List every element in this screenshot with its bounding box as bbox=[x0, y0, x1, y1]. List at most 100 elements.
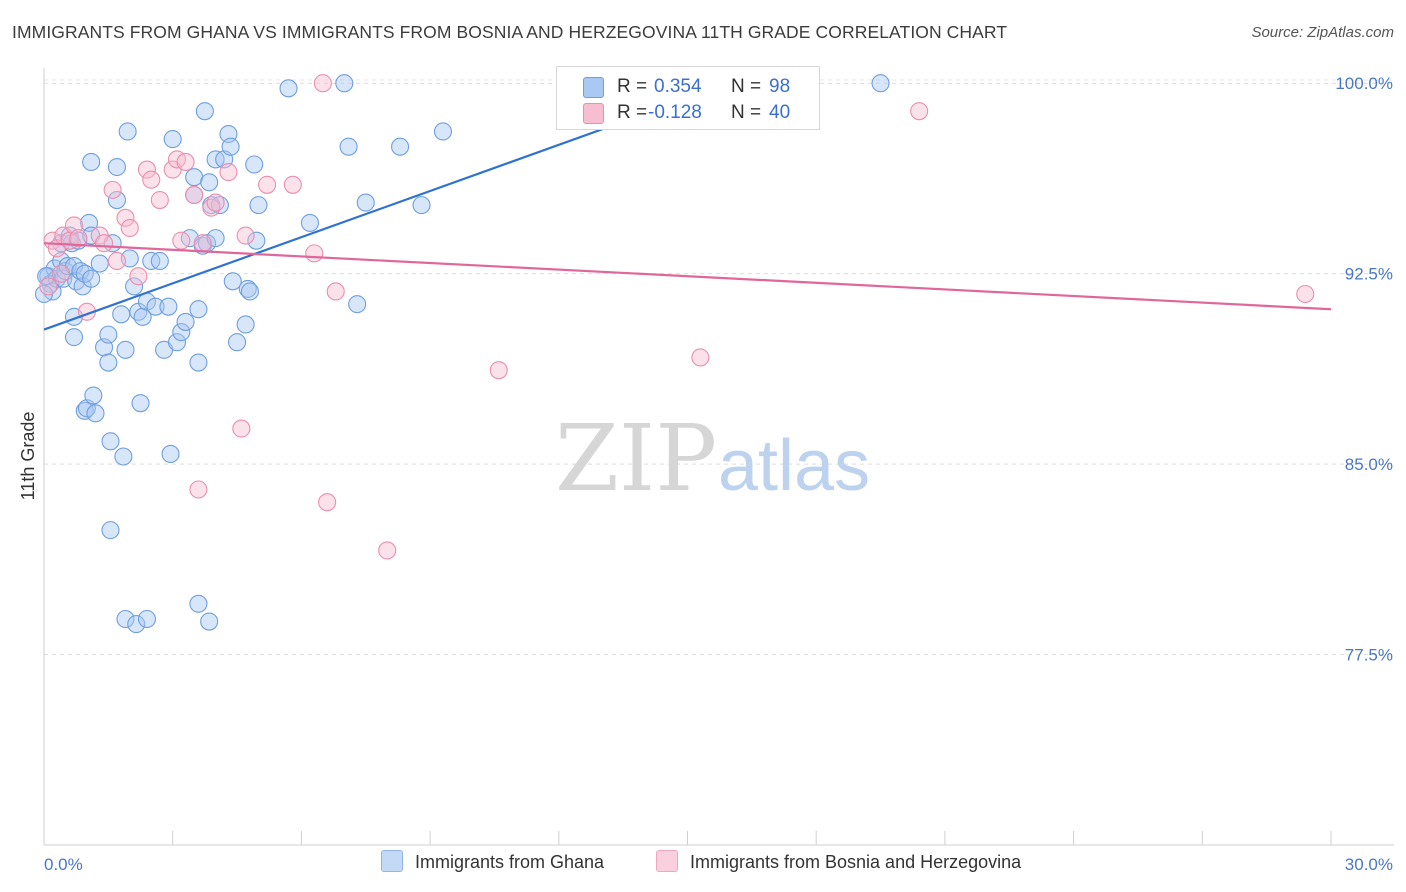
ghana-point bbox=[161, 444, 180, 464]
ghana-point bbox=[101, 432, 120, 451]
bosnia-point bbox=[326, 282, 345, 301]
ghana-point bbox=[348, 295, 367, 314]
ghana-point bbox=[112, 305, 131, 324]
ghana-point bbox=[137, 609, 157, 629]
ghana-point bbox=[90, 254, 109, 273]
bosnia-point bbox=[283, 175, 302, 194]
ghana-point bbox=[189, 594, 208, 613]
ghana-point bbox=[228, 333, 247, 352]
bosnia-point bbox=[142, 170, 161, 189]
ghana-point bbox=[125, 277, 144, 296]
ghana-point bbox=[433, 122, 453, 141]
ghana-point bbox=[356, 193, 375, 212]
bosnia-point bbox=[236, 226, 255, 245]
tick-labels: 77.5% 85.0% 92.5% 100.0% 0.0% 30.0% bbox=[44, 74, 1393, 874]
ghana-point bbox=[200, 612, 219, 631]
ghana-point bbox=[300, 213, 320, 232]
legend-row-ghana: R = 0.354 N = 98 bbox=[557, 75, 819, 101]
bosnia-point bbox=[1296, 284, 1315, 304]
watermark-zip: ZIP bbox=[555, 405, 717, 512]
ghana-swatch bbox=[583, 77, 604, 98]
ghana-point bbox=[101, 521, 120, 540]
bosnia-point bbox=[193, 234, 212, 253]
ghana-point bbox=[240, 282, 259, 301]
ghana-point bbox=[82, 152, 101, 172]
bosnia-point bbox=[318, 493, 337, 512]
bosnia-point bbox=[189, 480, 208, 499]
ghana-point bbox=[99, 325, 118, 344]
bosnia-swatch bbox=[583, 103, 604, 124]
zipatlas-watermark: ZIP atlas bbox=[555, 405, 870, 512]
ghana-point bbox=[116, 340, 135, 359]
bosnia-point bbox=[137, 160, 157, 179]
ghana-point bbox=[107, 157, 126, 177]
bottom-legend-bosnia: Immigrants from Bosnia and Herzegovina bbox=[656, 850, 1022, 874]
bosnia-point bbox=[206, 193, 225, 212]
correlation-legend: R = 0.354 N = 98 R = -0.128 N = 40 bbox=[556, 66, 820, 130]
legend-row-bosnia: R = -0.128 N = 40 bbox=[557, 101, 819, 127]
ghana-point bbox=[195, 102, 214, 121]
chart-title: IMMIGRANTS FROM GHANA VS IMMIGRANTS FROM… bbox=[12, 22, 1008, 42]
ghana-point bbox=[86, 404, 105, 423]
bottom-legend-ghana-label: Immigrants from Ghana bbox=[415, 852, 605, 872]
ghana-point bbox=[238, 279, 257, 298]
ghana-point bbox=[247, 231, 266, 250]
legend-r-label: R = bbox=[617, 76, 648, 97]
ghana-point bbox=[116, 609, 135, 629]
ghana-point bbox=[412, 196, 431, 215]
y-tick-label: 85.0% bbox=[1345, 455, 1393, 474]
ghana-point bbox=[64, 328, 84, 347]
ghana-point bbox=[245, 155, 264, 174]
watermark-atlas: atlas bbox=[718, 426, 870, 506]
y-axis-label: 11th Grade bbox=[18, 412, 38, 501]
ghana-point bbox=[185, 168, 204, 187]
bosnia-swatch bbox=[656, 850, 678, 873]
axes bbox=[43, 68, 1394, 846]
ghana-point bbox=[189, 300, 208, 319]
ghana-point bbox=[114, 447, 133, 466]
ghana-point bbox=[107, 190, 126, 210]
ghana-point bbox=[189, 353, 208, 372]
ghana-points bbox=[34, 74, 890, 634]
ghana-point bbox=[127, 615, 146, 634]
legend-n-value-ghana: 98 bbox=[769, 76, 791, 97]
ghana-point bbox=[339, 137, 358, 156]
ghana-point bbox=[335, 74, 354, 93]
ghana-point bbox=[172, 323, 191, 342]
bosnia-points bbox=[39, 74, 1315, 560]
ghana-point bbox=[223, 272, 242, 291]
ghana-point bbox=[75, 401, 94, 420]
ghana-point bbox=[167, 333, 187, 352]
bosnia-point bbox=[129, 267, 148, 286]
ghana-point bbox=[131, 394, 150, 413]
bosnia-point bbox=[313, 74, 332, 93]
ghana-point bbox=[176, 312, 195, 331]
ghana-point bbox=[200, 173, 219, 192]
bosnia-point bbox=[219, 163, 238, 182]
bosnia-point bbox=[120, 218, 139, 238]
bosnia-point bbox=[52, 264, 71, 283]
y-tick-label: 92.5% bbox=[1345, 265, 1393, 284]
ghana-point bbox=[159, 297, 178, 316]
bosnia-point bbox=[95, 234, 114, 253]
bosnia-point bbox=[103, 180, 122, 199]
bosnia-point bbox=[69, 229, 88, 248]
ghana-point bbox=[391, 137, 410, 156]
bottom-legend-bosnia-label: Immigrants from Bosnia and Herzegovina bbox=[690, 852, 1022, 872]
bosnia-point bbox=[691, 348, 710, 367]
bosnia-trend-line bbox=[43, 242, 1332, 311]
ghana-point bbox=[163, 130, 182, 149]
y-tick-label: 100.0% bbox=[1335, 74, 1393, 93]
bosnia-point bbox=[172, 231, 191, 250]
bosnia-point bbox=[150, 190, 169, 210]
ghana-point bbox=[871, 74, 890, 93]
bosnia-point bbox=[107, 251, 126, 271]
legend-r-value-bosnia: -0.128 bbox=[648, 102, 702, 123]
bosnia-point bbox=[378, 541, 397, 560]
bosnia-point bbox=[258, 175, 277, 194]
ghana-point bbox=[221, 137, 240, 156]
legend-n-value-bosnia: 40 bbox=[769, 102, 791, 123]
bosnia-point bbox=[176, 152, 195, 172]
bosnia-point bbox=[910, 102, 929, 121]
